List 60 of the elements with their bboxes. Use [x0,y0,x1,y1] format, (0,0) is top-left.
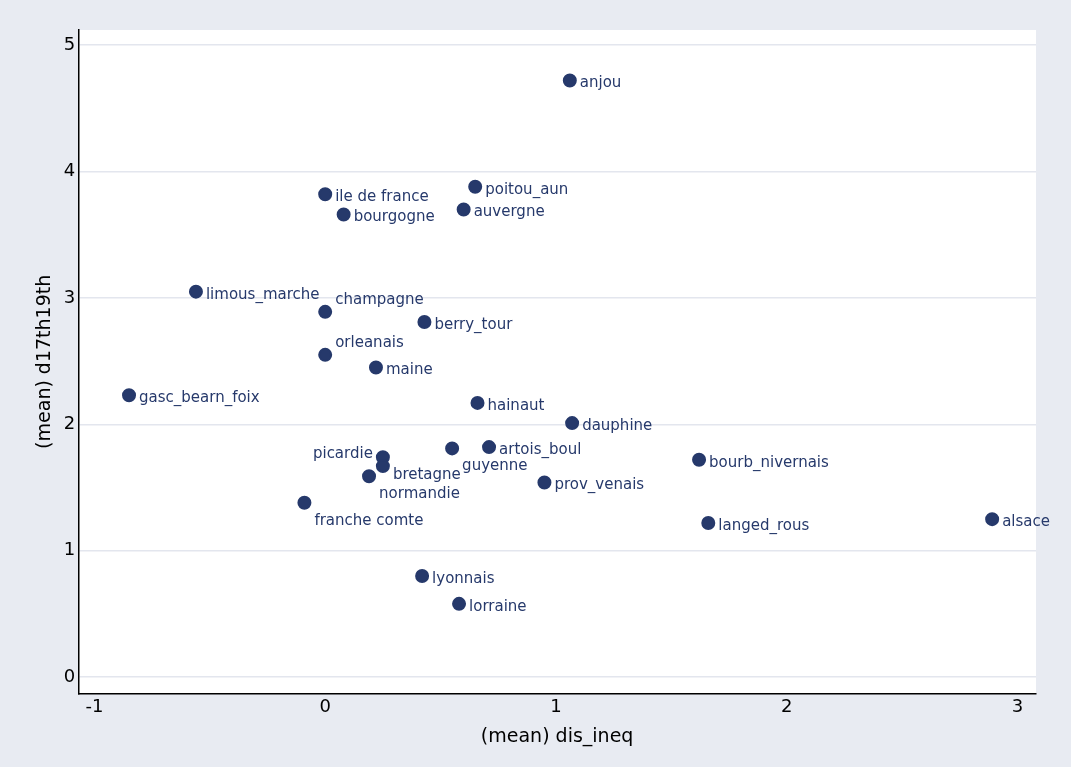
annotation: prov_venais [554,475,645,495]
annotation: picardie [312,443,373,462]
annotation: auvergne [473,202,545,221]
annotation: ile de france [335,187,429,206]
point [482,440,497,455]
point [456,202,471,217]
annotation: langed_rous [718,515,810,535]
point [985,512,1000,527]
point [336,207,351,222]
point [565,416,580,431]
annotation: orleanais [335,332,404,351]
point [318,187,333,202]
annotation: lyonnais [432,568,495,587]
annotation: bretagne [392,465,461,484]
point [368,360,383,375]
y-tick-label: 1 [63,538,76,560]
annotation: alsace [1002,512,1050,531]
point [562,73,577,88]
y-tick-label: 2 [63,412,76,434]
annotation: limous_marche [205,284,320,304]
annotation: anjou [579,73,622,92]
x-tick-label: 0 [319,695,331,717]
point [318,347,333,362]
point [415,569,430,584]
annotation: champagne [335,289,424,308]
x-tick-label: 2 [781,695,793,717]
point [417,314,432,329]
point [375,459,390,474]
annotation: bourb_nivernais [709,452,829,472]
x-axis-title: (mean) dis_ineq [480,723,634,747]
point [701,515,716,530]
annotation: bourgogne [353,207,435,226]
annotation: normandie [379,484,460,503]
point [445,441,460,456]
x-tick-label: 1 [550,695,562,717]
y-tick-label: 0 [63,664,76,686]
point [468,179,483,194]
annotation: poitou_aun [485,179,569,199]
annotation: franche comte [314,510,424,529]
point [537,475,552,490]
point [470,395,485,410]
x-tick-label: 3 [1011,695,1024,717]
point [318,304,333,319]
point [297,495,312,510]
annotation: berry_tour [434,314,514,334]
y-axis-title: (mean) d17th19th [32,274,55,449]
point [188,284,203,299]
point [122,388,137,403]
point [452,596,467,611]
x-tick-label: -1 [85,695,104,717]
annotation: lorraine [469,596,527,615]
y-tick-label: 5 [63,32,76,54]
y-tick-label: 4 [63,159,76,181]
annotation: hainaut [487,395,545,414]
y-tick-label: 3 [63,285,76,307]
annotation: maine [385,360,433,379]
annotation: gasc_bearn_foix [139,388,260,408]
point [692,452,707,467]
point [362,469,377,484]
annotation: dauphine [582,415,653,434]
